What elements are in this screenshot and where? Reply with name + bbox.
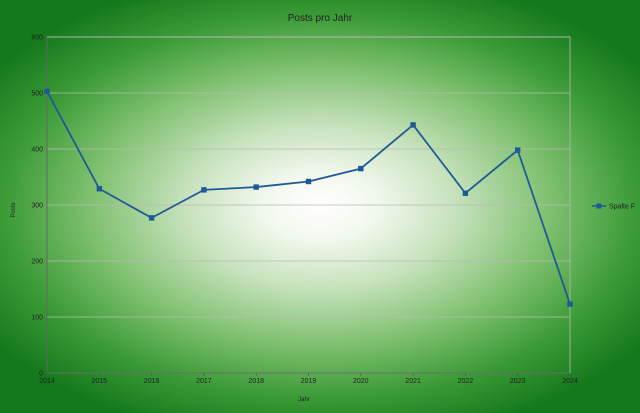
y-tick-label: 300 [31, 203, 43, 210]
legend-marker-spalte-f [596, 203, 602, 209]
data-point-2022 [462, 190, 469, 196]
x-axis-title: Jahr [298, 397, 310, 403]
data-point-2018 [253, 184, 259, 190]
data-point-2024 [567, 301, 573, 307]
y-tick-label: 100 [31, 315, 43, 322]
data-point-2014 [44, 88, 50, 95]
legend-label-spalte-f: Spalte F [609, 204, 635, 211]
y-tick-label: 200 [31, 259, 43, 266]
data-point-2020 [358, 165, 364, 172]
data-point-2023 [515, 147, 521, 153]
x-tick-label: 2019 [301, 378, 317, 385]
y-tick-label: 600 [31, 35, 43, 42]
x-tick-label: 2021 [405, 378, 421, 385]
x-tick-label: 2020 [353, 378, 369, 385]
x-axis-tick-labels: 2014 2015 2016 2017 2018 2019 2020 2021 2022 2023… [39, 373, 578, 385]
chart-title: Posts pro Jahr [288, 13, 353, 24]
series-spalte-f [44, 88, 573, 307]
data-point-2016 [148, 215, 155, 221]
x-tick-label: 2023 [510, 378, 526, 385]
gridlines [47, 36, 570, 374]
y-axis-tick-labels: 0 100 200 300 400 500 600 [31, 35, 43, 378]
data-point-2015 [96, 186, 102, 192]
y-tick-label: 400 [31, 147, 43, 154]
x-tick-label: 2015 [92, 378, 108, 385]
x-tick-label: 2024 [562, 378, 578, 385]
legend: Spalte F [592, 203, 635, 211]
x-tick-label: 2022 [458, 378, 474, 385]
y-tick-label: 500 [31, 91, 43, 98]
data-point-2019 [305, 178, 312, 185]
series-line [46, 90, 571, 305]
y-axis-title: Posts [11, 202, 17, 217]
data-point-2021 [410, 122, 416, 128]
x-tick-label: 2017 [196, 378, 212, 385]
y-tick-label: 0 [39, 371, 43, 378]
x-tick-label: 2018 [248, 378, 264, 385]
x-tick-label: 2014 [39, 378, 55, 385]
x-tick-label: 2016 [144, 378, 160, 385]
data-point-2017 [201, 187, 207, 193]
